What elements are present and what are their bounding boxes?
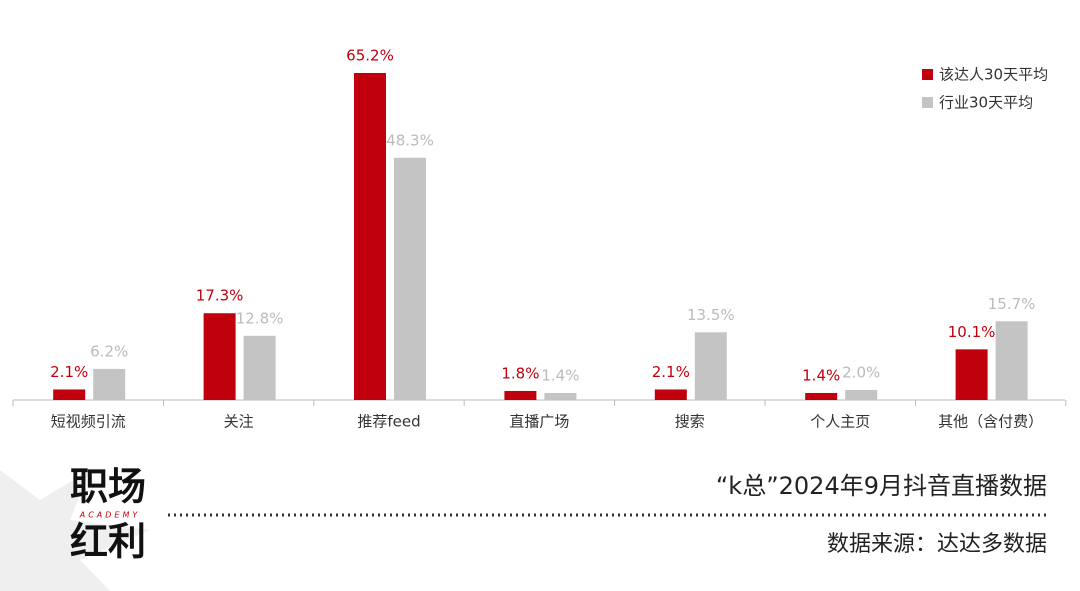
bar [544,392,577,400]
bar [354,73,386,400]
bar [93,368,126,400]
bar [203,313,236,400]
data-label: 1.4% [802,366,840,384]
logo-tagline: ACADEMY [79,511,141,520]
logo-line2: 红利 [70,520,146,564]
data-label: 2.1% [652,363,690,381]
x-tick-label: 关注 [224,413,254,431]
bar [955,349,988,400]
x-tick-label: 搜索 [675,413,705,431]
x-tick-label: 直播广场 [509,413,569,431]
bar [654,389,687,400]
data-label: 1.4% [541,366,579,384]
data-label: 2.0% [842,363,880,381]
data-label: 2.1% [50,363,88,381]
footer-title: “k总”2024年9月抖音直播数据 [716,472,1047,500]
bar [995,321,1028,400]
x-tick-label: 个人主页 [810,413,870,431]
data-label: 15.7% [988,295,1036,313]
data-label: 65.2% [346,47,394,65]
legend-label: 行业30天平均 [939,94,1033,112]
legend-swatch [922,69,933,80]
legend-label: 该达人30天平均 [939,66,1048,84]
data-label: 12.8% [236,309,284,327]
bar [845,389,878,400]
bar [394,157,426,400]
x-tick-label: 短视频引流 [51,413,126,431]
data-label: 1.8% [501,364,539,382]
footer-source: 数据来源：达达多数据 [827,532,1047,557]
data-label: 13.5% [687,306,735,324]
bar [694,332,727,400]
x-tick-label: 推荐feed [357,413,420,431]
bar [243,335,276,400]
data-label: 48.3% [386,131,434,149]
logo-background [0,470,150,591]
logo-line1: 职场 [70,465,146,509]
data-label: 6.2% [90,342,128,360]
data-label: 17.3% [196,287,244,305]
data-label: 10.1% [948,323,996,341]
bar [53,389,86,400]
legend-swatch [922,97,933,108]
bar [805,392,838,400]
x-tick-label: 其他（含付费） [938,413,1043,431]
bar [504,390,537,400]
